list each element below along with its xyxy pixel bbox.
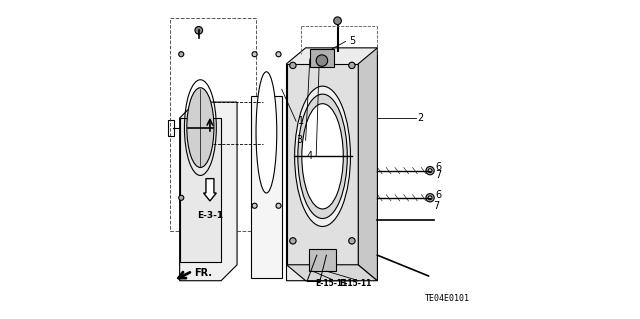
Text: 7: 7: [435, 170, 442, 181]
Circle shape: [195, 26, 203, 34]
Polygon shape: [180, 118, 221, 262]
Text: 6: 6: [435, 162, 442, 173]
Circle shape: [179, 52, 184, 57]
Polygon shape: [252, 96, 282, 278]
Circle shape: [252, 203, 257, 208]
Text: 7: 7: [433, 201, 440, 211]
FancyArrow shape: [204, 179, 216, 201]
Text: TE04E0101: TE04E0101: [425, 294, 470, 303]
Ellipse shape: [302, 104, 343, 209]
Text: 1: 1: [298, 116, 304, 126]
Polygon shape: [309, 249, 336, 271]
Text: E-3-1: E-3-1: [197, 211, 223, 219]
Text: 6: 6: [435, 190, 442, 200]
Circle shape: [428, 196, 432, 200]
Ellipse shape: [294, 86, 351, 226]
Circle shape: [349, 238, 355, 244]
Bar: [170, 18, 256, 231]
Circle shape: [428, 169, 432, 173]
Circle shape: [252, 52, 257, 57]
Polygon shape: [287, 265, 378, 281]
Text: E-15-11: E-15-11: [339, 279, 371, 288]
Polygon shape: [287, 64, 358, 265]
Polygon shape: [358, 48, 378, 281]
Circle shape: [316, 55, 328, 66]
Circle shape: [276, 203, 281, 208]
Bar: [310, 49, 334, 67]
Text: 2: 2: [417, 113, 424, 123]
Polygon shape: [287, 48, 378, 281]
Polygon shape: [180, 102, 237, 281]
Text: 3: 3: [296, 135, 303, 145]
Circle shape: [179, 195, 184, 200]
Circle shape: [276, 52, 281, 57]
Ellipse shape: [256, 72, 276, 193]
Text: FR.: FR.: [194, 268, 212, 278]
Circle shape: [290, 62, 296, 69]
Circle shape: [333, 17, 341, 25]
Ellipse shape: [298, 94, 348, 219]
Ellipse shape: [187, 88, 214, 167]
Bar: [168, 120, 174, 136]
Circle shape: [349, 62, 355, 69]
Circle shape: [426, 167, 434, 175]
Text: 5: 5: [349, 36, 355, 47]
Text: 4: 4: [307, 151, 313, 161]
Circle shape: [290, 238, 296, 244]
Circle shape: [426, 194, 434, 202]
Text: E-15-11: E-15-11: [315, 279, 348, 288]
